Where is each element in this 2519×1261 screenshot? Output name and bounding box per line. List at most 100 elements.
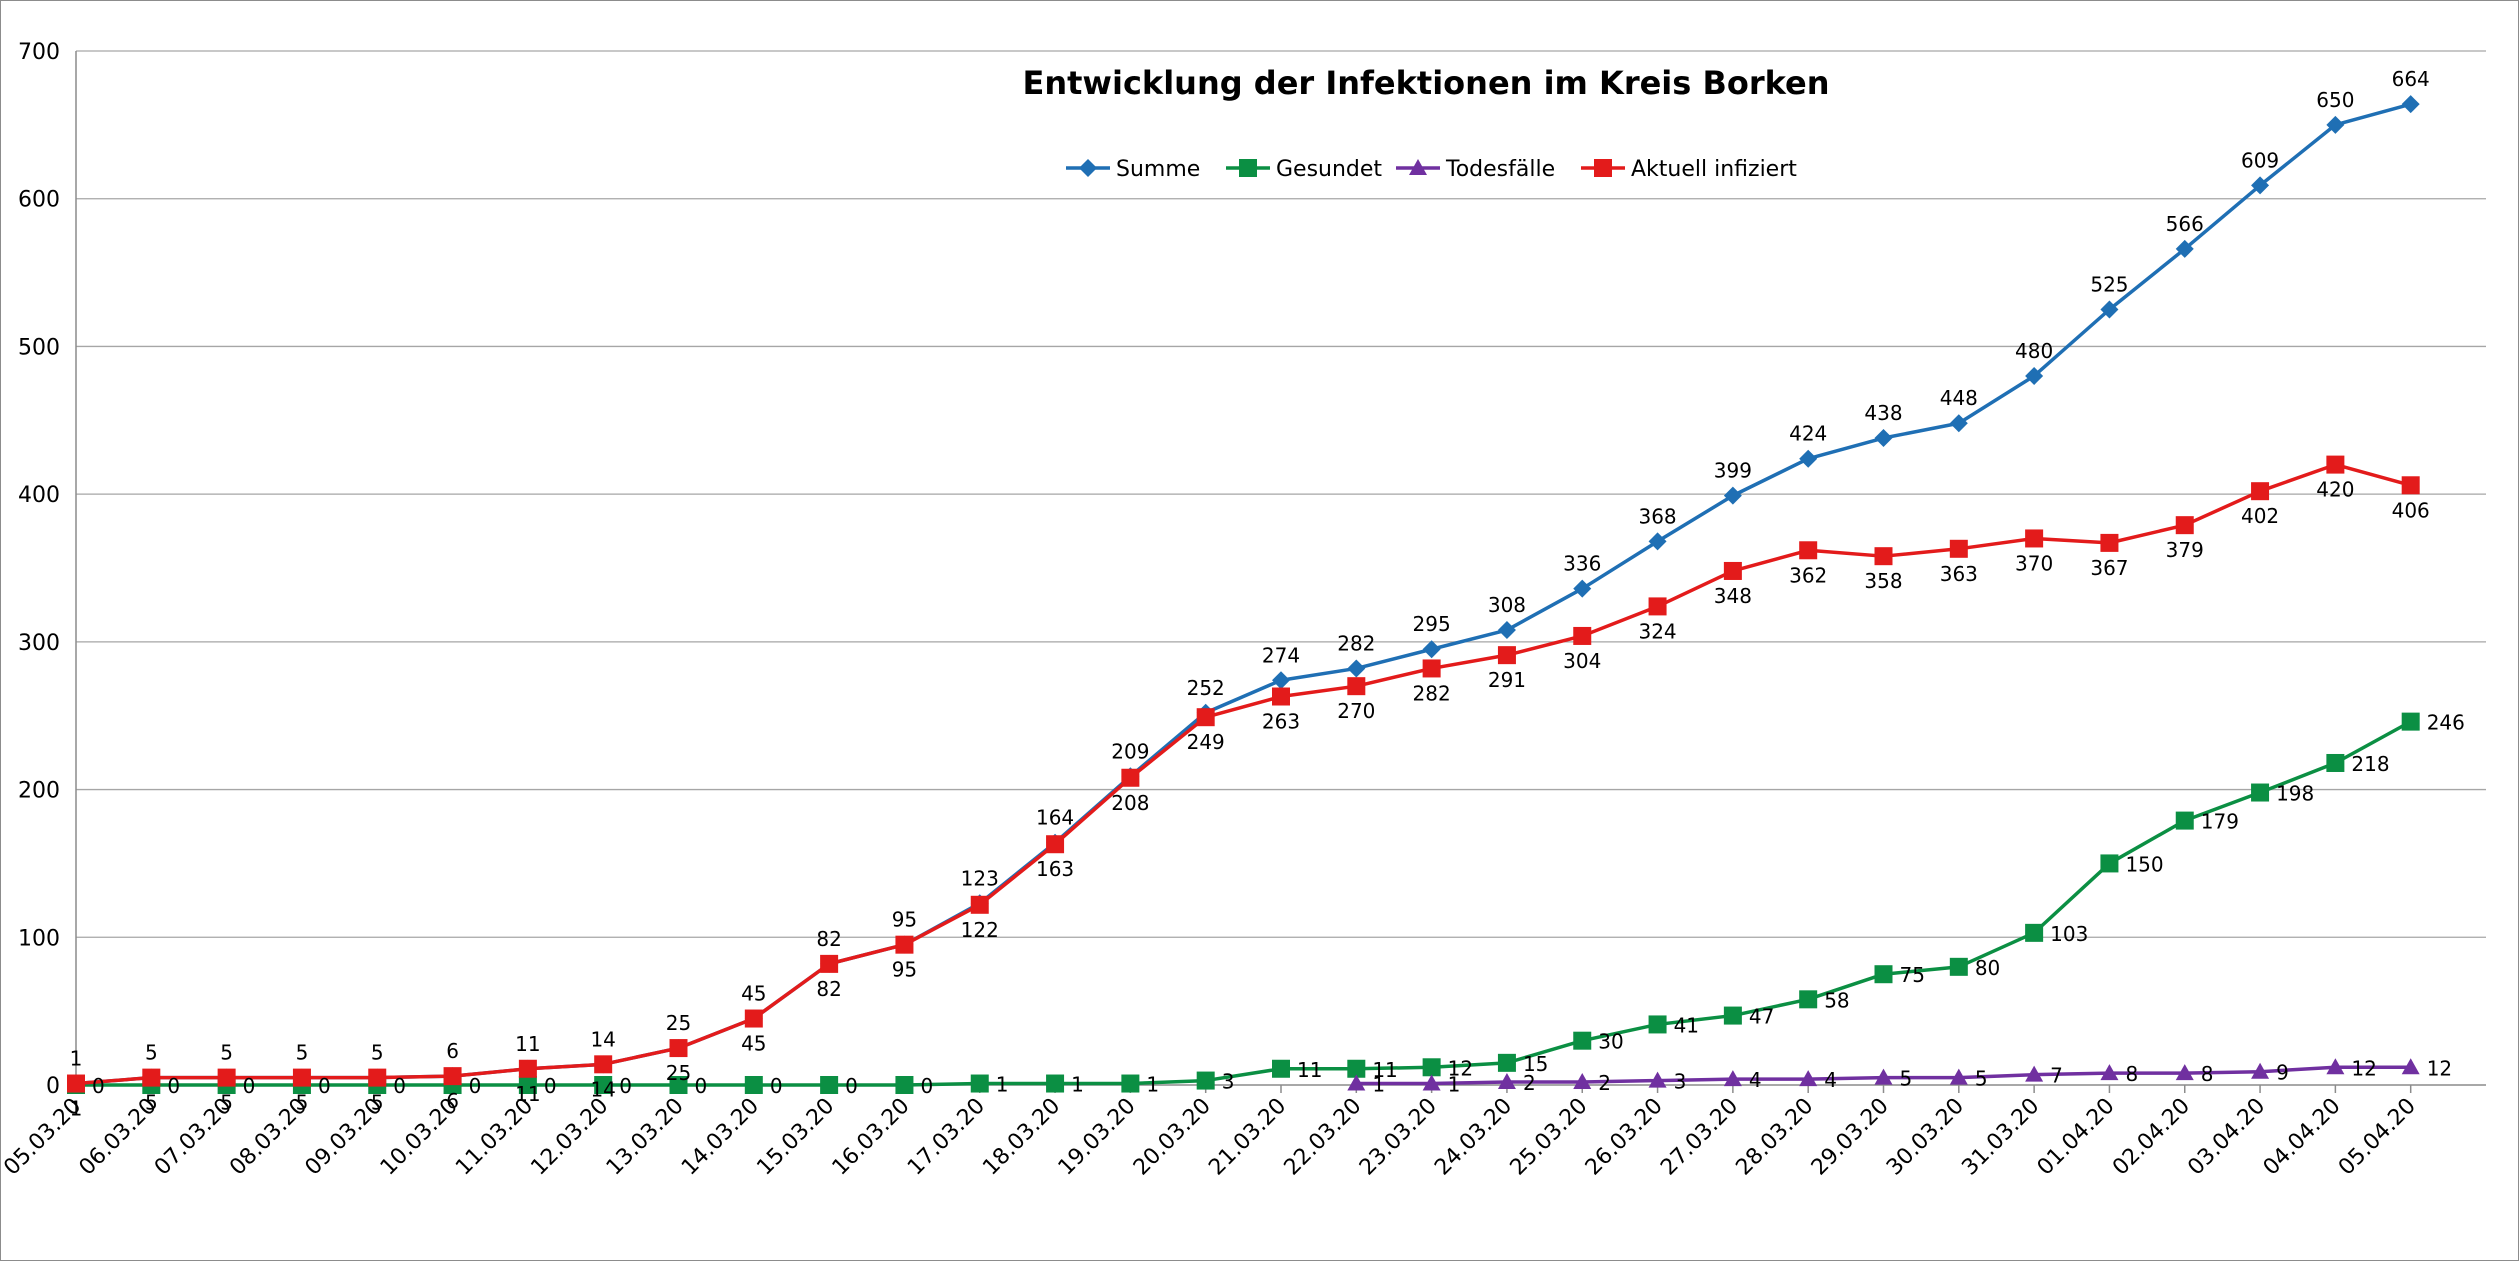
data-label: 5: [145, 1091, 158, 1115]
data-label: 75: [1900, 963, 1925, 987]
data-point: [217, 1068, 236, 1087]
x-tick-label: 19.03.20: [1054, 1094, 1141, 1181]
data-label: 1: [1071, 1073, 1084, 1097]
data-point: [2401, 95, 2420, 114]
x-tick-label: 24.03.20: [1430, 1094, 1517, 1181]
data-label: 82: [816, 977, 841, 1001]
y-tick-label: 100: [18, 926, 60, 951]
data-point: [1799, 990, 1818, 1009]
y-tick-label: 300: [18, 631, 60, 656]
data-label: 163: [1036, 857, 1074, 881]
data-label: 5: [220, 1091, 233, 1115]
data-point: [1648, 597, 1667, 616]
data-label: 95: [892, 958, 917, 982]
data-label: 47: [1749, 1005, 1774, 1029]
data-label: 1: [1372, 1073, 1385, 1097]
data-point: [820, 1076, 839, 1094]
data-point: [1422, 1074, 1441, 1091]
data-label: 5: [371, 1041, 384, 1065]
data-label: 4: [1824, 1068, 1837, 1092]
data-label: 8: [2125, 1062, 2138, 1086]
data-point: [2100, 533, 2119, 552]
data-point: [1648, 1071, 1667, 1088]
x-tick-label: 26.03.20: [1581, 1094, 1668, 1181]
data-label: 15: [1523, 1052, 1548, 1076]
x-tick-label: 29.03.20: [1807, 1094, 1894, 1181]
series-aktuell-infiziert: [67, 455, 2420, 1093]
data-label: 103: [2050, 922, 2088, 946]
data-point: [970, 895, 989, 914]
data-point: [2326, 115, 2345, 134]
data-point: [142, 1068, 161, 1087]
data-point: [2251, 1062, 2270, 1079]
x-tick-label: 15.03.20: [752, 1094, 839, 1181]
x-tick-label: 11.03.20: [451, 1094, 538, 1181]
series-layer: [67, 95, 2420, 1094]
data-point: [744, 1009, 763, 1028]
legend-item: Summe: [1066, 157, 1200, 182]
data-label: 448: [1940, 386, 1978, 410]
data-label: 30: [1598, 1030, 1623, 1054]
data-label: 2: [1598, 1071, 1611, 1095]
data-label: 399: [1714, 459, 1752, 483]
data-label: 367: [2090, 556, 2128, 580]
data-point: [1949, 957, 1968, 976]
legend-item: Gesundet: [1226, 157, 1382, 182]
legend-marker: [1409, 159, 1427, 175]
data-point: [820, 954, 839, 973]
data-point: [1497, 1073, 1516, 1090]
data-point: [1422, 659, 1441, 678]
data-point: [1497, 621, 1516, 640]
data-point: [2175, 239, 2194, 258]
data-label: 402: [2241, 504, 2279, 528]
data-label: 1: [70, 1097, 83, 1121]
data-point: [2025, 366, 2044, 385]
data-label: 249: [1187, 730, 1225, 754]
legend-label: Aktuell infiziert: [1631, 157, 1797, 182]
data-point: [518, 1059, 537, 1078]
data-point: [292, 1068, 311, 1087]
data-point: [1874, 547, 1893, 566]
data-label: 11: [515, 1032, 540, 1056]
data-label: 0: [167, 1074, 180, 1098]
data-point: [1723, 561, 1742, 580]
data-label: 368: [1638, 504, 1676, 528]
data-point: [1046, 1074, 1065, 1093]
y-axis-ticks: 0 100 200 300 400 500 600 700: [18, 40, 60, 1099]
x-tick-label: 27.03.20: [1656, 1094, 1743, 1181]
data-point: [1573, 1031, 1592, 1050]
data-point: [2175, 811, 2194, 830]
data-label: 3: [1222, 1070, 1235, 1094]
data-label: 209: [1111, 739, 1149, 763]
data-point: [1347, 659, 1366, 678]
data-label: 0: [469, 1074, 482, 1098]
data-point: [67, 1074, 85, 1093]
data-point: [895, 1076, 914, 1094]
data-label: 45: [741, 982, 766, 1006]
data-point: [2251, 176, 2270, 195]
data-point: [1573, 579, 1592, 598]
data-point: [669, 1076, 688, 1094]
data-label: 82: [816, 927, 841, 951]
data-label: 41: [1674, 1013, 1699, 1037]
data-point: [2401, 712, 2420, 731]
x-tick-label: 05.04.20: [2334, 1094, 2421, 1181]
data-label: 208: [1111, 791, 1149, 815]
data-label: 282: [1413, 681, 1451, 705]
series-gesundet: [67, 712, 2420, 1094]
data-point: [2175, 516, 2194, 535]
x-tick-label: 21.03.20: [1204, 1094, 1291, 1181]
data-label: 270: [1337, 699, 1375, 723]
data-point: [2025, 529, 2044, 548]
data-label: 609: [2241, 148, 2279, 172]
data-point: [1723, 486, 1742, 505]
data-point: [1723, 1006, 1742, 1025]
data-label: 150: [2125, 852, 2163, 876]
data-label: 11: [1372, 1058, 1397, 1082]
data-label: 7: [2050, 1064, 2063, 1088]
data-label: 0: [770, 1074, 783, 1098]
data-label: 263: [1262, 710, 1300, 734]
data-label: 650: [2316, 88, 2354, 112]
data-point: [2251, 783, 2270, 802]
